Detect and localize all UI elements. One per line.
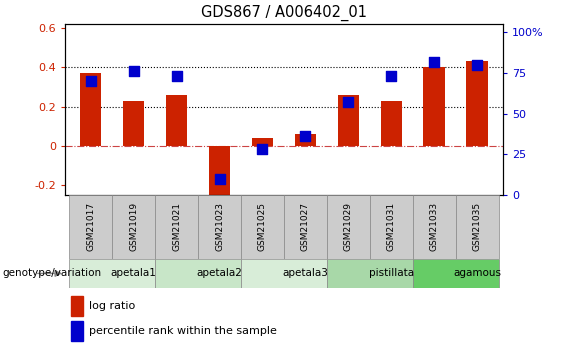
Text: GSM21029: GSM21029 xyxy=(344,202,353,252)
Text: agamous: agamous xyxy=(453,268,501,278)
Bar xyxy=(252,138,273,146)
Text: log ratio: log ratio xyxy=(89,301,136,311)
Text: GSM21027: GSM21027 xyxy=(301,202,310,252)
Text: GSM21021: GSM21021 xyxy=(172,202,181,252)
Bar xyxy=(327,195,370,259)
Text: apetala3: apetala3 xyxy=(282,268,328,278)
Bar xyxy=(455,195,498,259)
Bar xyxy=(69,259,155,288)
Text: GSM21031: GSM21031 xyxy=(386,202,396,252)
Point xyxy=(429,59,438,64)
Bar xyxy=(123,101,145,146)
Text: GSM21033: GSM21033 xyxy=(429,202,438,252)
Text: GSM21017: GSM21017 xyxy=(86,202,95,252)
Text: GSM21023: GSM21023 xyxy=(215,202,224,252)
Point xyxy=(472,62,481,68)
Bar xyxy=(71,296,84,316)
Text: apetala1: apetala1 xyxy=(111,268,157,278)
Bar xyxy=(112,195,155,259)
Bar xyxy=(466,61,488,146)
Bar xyxy=(241,195,284,259)
Point xyxy=(86,78,95,84)
Bar xyxy=(80,73,102,146)
Bar xyxy=(412,259,498,288)
Text: percentile rank within the sample: percentile rank within the sample xyxy=(89,326,277,336)
Text: pistillata: pistillata xyxy=(369,268,414,278)
Point xyxy=(215,176,224,181)
Title: GDS867 / A006402_01: GDS867 / A006402_01 xyxy=(201,5,367,21)
Bar xyxy=(198,195,241,259)
Bar xyxy=(69,195,112,259)
Bar xyxy=(71,321,84,341)
Bar xyxy=(284,195,327,259)
Bar xyxy=(337,95,359,146)
Point xyxy=(301,134,310,139)
Bar xyxy=(166,95,188,146)
Bar xyxy=(241,259,327,288)
Bar xyxy=(294,134,316,146)
Bar xyxy=(423,67,445,146)
Text: GSM21025: GSM21025 xyxy=(258,202,267,252)
Point xyxy=(386,73,396,79)
Point xyxy=(344,99,353,105)
Text: GSM21019: GSM21019 xyxy=(129,202,138,252)
Text: genotype/variation: genotype/variation xyxy=(3,268,102,278)
Point xyxy=(258,147,267,152)
Bar xyxy=(370,195,412,259)
Bar xyxy=(155,259,241,288)
Bar xyxy=(209,146,231,199)
Bar xyxy=(412,195,455,259)
Bar xyxy=(327,259,412,288)
Bar xyxy=(380,101,402,146)
Bar xyxy=(155,195,198,259)
Text: apetala2: apetala2 xyxy=(197,268,242,278)
Point xyxy=(172,73,181,79)
Text: GSM21035: GSM21035 xyxy=(472,202,481,252)
Point xyxy=(129,69,138,74)
